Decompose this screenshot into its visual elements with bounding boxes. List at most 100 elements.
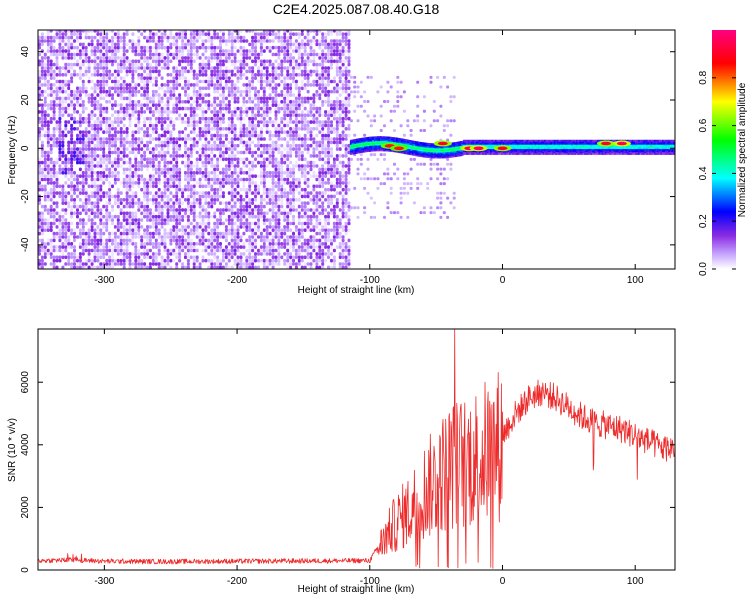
heatmap-cell (38, 218, 41, 222)
heatmap-cell (262, 258, 266, 263)
heatmap-cell (236, 225, 240, 229)
heatmap-cell (116, 228, 120, 232)
heatmap-cell (213, 103, 217, 107)
heatmap-cell (108, 133, 112, 138)
heatmap-cell (321, 262, 325, 266)
heatmap-cell (84, 191, 88, 195)
heatmap-cell (219, 103, 222, 107)
heatmap-cell (286, 140, 290, 145)
heatmap-cell (227, 154, 231, 158)
heatmap-cell (163, 133, 167, 138)
heatmap-cell (318, 171, 322, 175)
heatmap-cell (312, 30, 316, 33)
heatmap-cell (61, 39, 65, 43)
heatmap-cell (96, 143, 100, 148)
heatmap-cell (289, 211, 293, 216)
heatmap-cell (259, 106, 263, 111)
heatmap-cell (87, 201, 91, 205)
heatmap-cell (233, 96, 237, 101)
heatmap-cell (70, 89, 74, 94)
heatmap-cell (210, 245, 214, 249)
heatmap-cell (38, 245, 41, 249)
heatmap-cell (119, 89, 123, 94)
heatmap-cell (76, 140, 79, 145)
heatmap-cell (73, 106, 76, 111)
heatmap-cell (201, 66, 205, 70)
heatmap-cell (52, 140, 56, 145)
heatmap-cell (81, 218, 85, 222)
heatmap-cell (230, 93, 234, 97)
heatmap-cell (233, 52, 237, 57)
heatmap-cell (146, 208, 149, 212)
heatmap-cell (184, 160, 187, 165)
heatmap-cell (73, 143, 76, 148)
heatmap-cell (268, 76, 272, 80)
heatmap-cell (324, 32, 328, 36)
heatmap-cell (116, 174, 120, 178)
heatmap-cell (131, 228, 135, 232)
heatmap-cell (292, 147, 295, 151)
heatmap-cell (128, 113, 132, 118)
heatmap-cell (84, 248, 88, 253)
heatmap-cell (242, 116, 246, 121)
heatmap-cell (277, 211, 281, 216)
heatmap-cell (146, 62, 149, 67)
heatmap-cell (213, 66, 217, 70)
heatmap-cell (160, 211, 164, 216)
heatmap-cell (96, 39, 100, 43)
heatmap-cell (178, 147, 182, 151)
heatmap-cell (227, 30, 231, 33)
heatmap-cell (175, 35, 179, 40)
heatmap-cell (166, 147, 170, 151)
heatmap-cell (76, 265, 79, 269)
heatmap-cell (321, 73, 325, 77)
heatmap-cell (306, 79, 310, 84)
heatmap-cell (172, 238, 176, 243)
heatmap-cell (251, 265, 255, 269)
heatmap-cell (73, 147, 76, 151)
heatmap-cell (81, 252, 85, 256)
heatmap-cell (186, 265, 190, 269)
heatmap-cell (172, 120, 176, 124)
heatmap-cell (297, 56, 301, 60)
heatmap-cell (52, 89, 56, 94)
heatmap-cell (111, 127, 114, 131)
heatmap-cell (280, 198, 284, 202)
heatmap-cell (318, 248, 322, 253)
heatmap-cell (213, 96, 217, 101)
heatmap-cell (113, 59, 117, 64)
heatmap-cell (300, 69, 304, 74)
heatmap-cell (43, 110, 47, 114)
heatmap-cell (186, 49, 190, 53)
heatmap-cell (239, 235, 243, 239)
heatmap-cell (239, 93, 243, 97)
heatmap-cell (122, 255, 126, 260)
heatmap-cell (280, 100, 284, 104)
heatmap-cell (297, 89, 301, 94)
heatmap-cell (111, 52, 114, 57)
heatmap-cell (216, 262, 220, 266)
heatmap-cell (207, 93, 211, 97)
heatmap-cell (143, 248, 147, 253)
heatmap-cell (181, 194, 185, 199)
heatmap-cell (306, 96, 310, 101)
heatmap-cell (227, 248, 231, 253)
heatmap-cell (108, 265, 112, 269)
heatmap-cell (248, 248, 252, 253)
heatmap-cell (233, 130, 237, 134)
heatmap-cell (192, 130, 196, 134)
heatmap-cell (175, 137, 179, 141)
heatmap-cell (221, 89, 225, 94)
heatmap-cell (131, 73, 135, 77)
heatmap-cell (116, 49, 120, 53)
heatmap-cell (55, 35, 59, 40)
heatmap-cell (81, 59, 85, 64)
heatmap-cell (99, 103, 103, 107)
heatmap-cell (210, 116, 214, 121)
heatmap-cell (277, 248, 281, 253)
heatmap-cell (140, 174, 144, 178)
heatmap-cell (210, 164, 214, 168)
heatmap-cell (93, 187, 97, 192)
heatmap-cell (40, 265, 44, 269)
